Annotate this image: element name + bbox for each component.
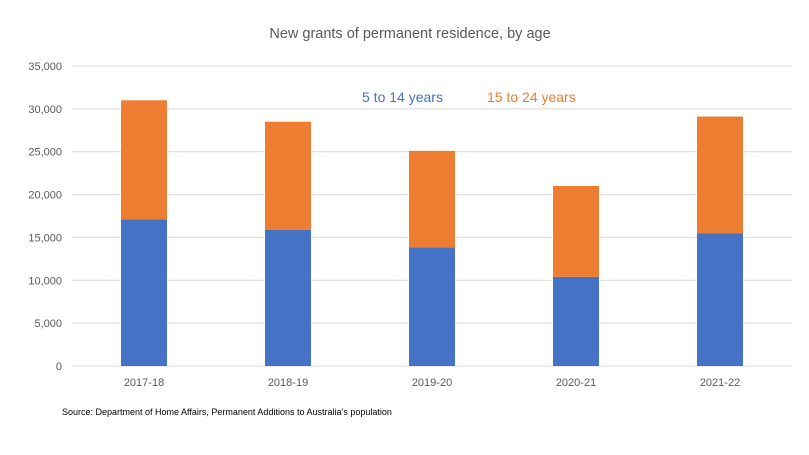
bar-15-to-24-2019-20	[409, 150, 455, 248]
y-tick-label: 20,000	[28, 190, 62, 202]
x-tick-label: 2020-21	[556, 377, 596, 389]
bar-5-to-14-2021-22	[697, 233, 743, 366]
x-tick-label: 2021-22	[700, 377, 740, 389]
bar-15-to-24-2017-18	[121, 100, 167, 220]
legend-5-to-14-years: 5 to 14 years	[362, 89, 443, 105]
bar-5-to-14-2018-19	[265, 229, 311, 366]
bar-5-to-14-2017-18	[121, 219, 167, 366]
source-note: Source: Department of Home Affairs, Perm…	[62, 407, 392, 417]
y-tick-label: 10,000	[28, 275, 62, 287]
bar-15-to-24-2020-21	[553, 186, 599, 277]
x-tick-label: 2019-20	[412, 377, 452, 389]
legend-15-to-24-years: 15 to 24 years	[487, 89, 576, 105]
y-tick-label: 25,000	[28, 147, 62, 159]
y-tick-label: 30,000	[28, 104, 62, 116]
y-tick-label: 15,000	[28, 232, 62, 244]
bar-15-to-24-2021-22	[697, 116, 743, 234]
bar-5-to-14-2019-20	[409, 247, 455, 366]
chart-title: New grants of permanent residence, by ag…	[269, 26, 550, 42]
bar-15-to-24-2018-19	[265, 121, 311, 230]
y-tick-label: 5,000	[34, 318, 62, 330]
x-tick-label: 2017-18	[124, 377, 164, 389]
y-tick-label: 35,000	[28, 61, 62, 73]
bar-5-to-14-2020-21	[553, 276, 599, 366]
stacked-bar-chart: New grants of permanent residence, by ag…	[28, 26, 792, 389]
x-tick-label: 2018-19	[268, 377, 308, 389]
y-tick-label: 0	[56, 361, 62, 373]
